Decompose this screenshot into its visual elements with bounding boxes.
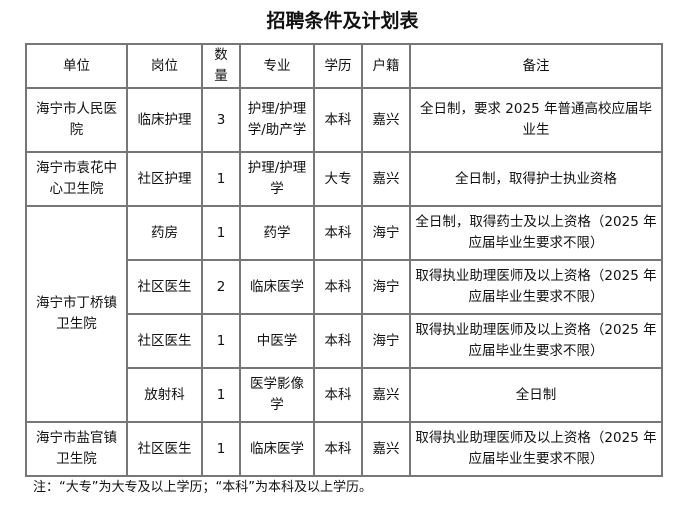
cell-remark: 全日制，取得药士及以上资格（2025 年应届毕业生要求不限） xyxy=(409,205,663,261)
page-title: 招聘条件及计划表 xyxy=(266,10,419,32)
cell-remark: 取得执业助理医师及以上资格（2025 年应届毕业生要求不限） xyxy=(409,259,663,315)
cell-hukou: 海宁 xyxy=(361,259,411,315)
header-hukou: 户籍 xyxy=(361,43,411,89)
cell-count: 1 xyxy=(201,421,241,477)
cell-major: 药学 xyxy=(239,205,315,261)
cell-edu: 本科 xyxy=(313,259,363,315)
table-row: 海宁市盐官镇卫生院 社区医生 1 临床医学 本科 嘉兴 取得执业助理医师及以上资… xyxy=(25,421,663,477)
cell-post: 社区医生 xyxy=(126,421,203,477)
cell-major: 医学影像学 xyxy=(239,367,315,423)
cell-edu: 本科 xyxy=(313,313,363,369)
cell-hukou: 嘉兴 xyxy=(361,367,411,423)
cell-count: 1 xyxy=(201,205,241,261)
cell-remark: 全日制，取得护士执业资格 xyxy=(409,151,663,207)
cell-post: 药房 xyxy=(126,205,203,261)
cell-major: 临床医学 xyxy=(239,259,315,315)
cell-edu: 本科 xyxy=(313,87,363,153)
cell-hukou: 海宁 xyxy=(361,313,411,369)
header-row: 单位 岗位 数量 专业 学历 户籍 备注 xyxy=(25,43,663,89)
cell-post: 社区医生 xyxy=(126,313,203,369)
cell-remark: 全日制 xyxy=(409,367,663,423)
cell-edu: 本科 xyxy=(313,367,363,423)
cell-edu: 大专 xyxy=(313,151,363,207)
header-remark: 备注 xyxy=(409,43,663,89)
cell-count: 1 xyxy=(201,151,241,207)
table-row: 社区医生 2 临床医学 本科 海宁 取得执业助理医师及以上资格（2025 年应届… xyxy=(26,259,663,315)
cell-unit: 海宁市袁花中心卫生院 xyxy=(25,151,128,207)
cell-remark: 取得执业助理医师及以上资格（2025 年应届毕业生要求不限） xyxy=(409,421,663,477)
cell-post: 社区护理 xyxy=(126,151,203,207)
cell-count: 3 xyxy=(201,87,241,153)
table-row: 海宁市人民医院 临床护理 3 护理/护理学/助产学 本科 嘉兴 全日制，要求 2… xyxy=(25,87,663,153)
cell-count: 1 xyxy=(201,313,241,369)
table-row: 海宁市丁桥镇卫生院 药房 1 药学 本科 海宁 全日制，取得药士及以上资格（20… xyxy=(25,205,663,423)
cell-remark: 全日制，要求 2025 年普通高校应届毕业生 xyxy=(409,87,663,153)
cell-count: 1 xyxy=(201,367,241,423)
header-edu: 学历 xyxy=(313,43,363,89)
cell-count: 2 xyxy=(201,259,241,315)
cell-hukou: 嘉兴 xyxy=(361,421,411,477)
recruitment-table: 单位 岗位 数量 专业 学历 户籍 备注 海宁市人民医院 临床护理 3 护理/护… xyxy=(25,43,663,477)
header-unit: 单位 xyxy=(25,43,128,89)
header-count: 数量 xyxy=(201,43,241,89)
cell-major: 护理/护理学/助产学 xyxy=(239,87,315,153)
cell-hukou: 嘉兴 xyxy=(361,87,411,153)
cell-major: 临床医学 xyxy=(239,421,315,477)
cell-edu: 本科 xyxy=(313,205,363,261)
cell-hukou: 海宁 xyxy=(361,205,411,261)
header-major: 专业 xyxy=(239,43,315,89)
table-row: 海宁市袁花中心卫生院 社区护理 1 护理/护理学 大专 嘉兴 全日制，取得护士执… xyxy=(25,151,663,207)
cell-post: 放射科 xyxy=(126,367,203,423)
cell-hukou: 嘉兴 xyxy=(361,151,411,207)
cell-edu: 本科 xyxy=(313,421,363,477)
cell-post: 社区医生 xyxy=(126,259,203,315)
cell-unit: 海宁市丁桥镇卫生院 xyxy=(25,205,128,423)
header-post: 岗位 xyxy=(126,43,203,89)
cell-major: 中医学 xyxy=(239,313,315,369)
table-row: 放射科 1 医学影像学 本科 嘉兴 全日制 xyxy=(26,367,663,423)
cell-unit: 海宁市盐官镇卫生院 xyxy=(25,421,128,477)
table-row: 社区医生 1 中医学 本科 海宁 取得执业助理医师及以上资格（2025 年应届毕… xyxy=(26,313,663,369)
cell-major: 护理/护理学 xyxy=(239,151,315,207)
cell-post: 临床护理 xyxy=(126,87,203,153)
cell-unit: 海宁市人民医院 xyxy=(25,87,128,153)
cell-remark: 取得执业助理医师及以上资格（2025 年应届毕业生要求不限） xyxy=(409,313,663,369)
footnote: 注：“大专”为大专及以上学历；“本科”为本科及以上学历。 xyxy=(33,480,372,495)
